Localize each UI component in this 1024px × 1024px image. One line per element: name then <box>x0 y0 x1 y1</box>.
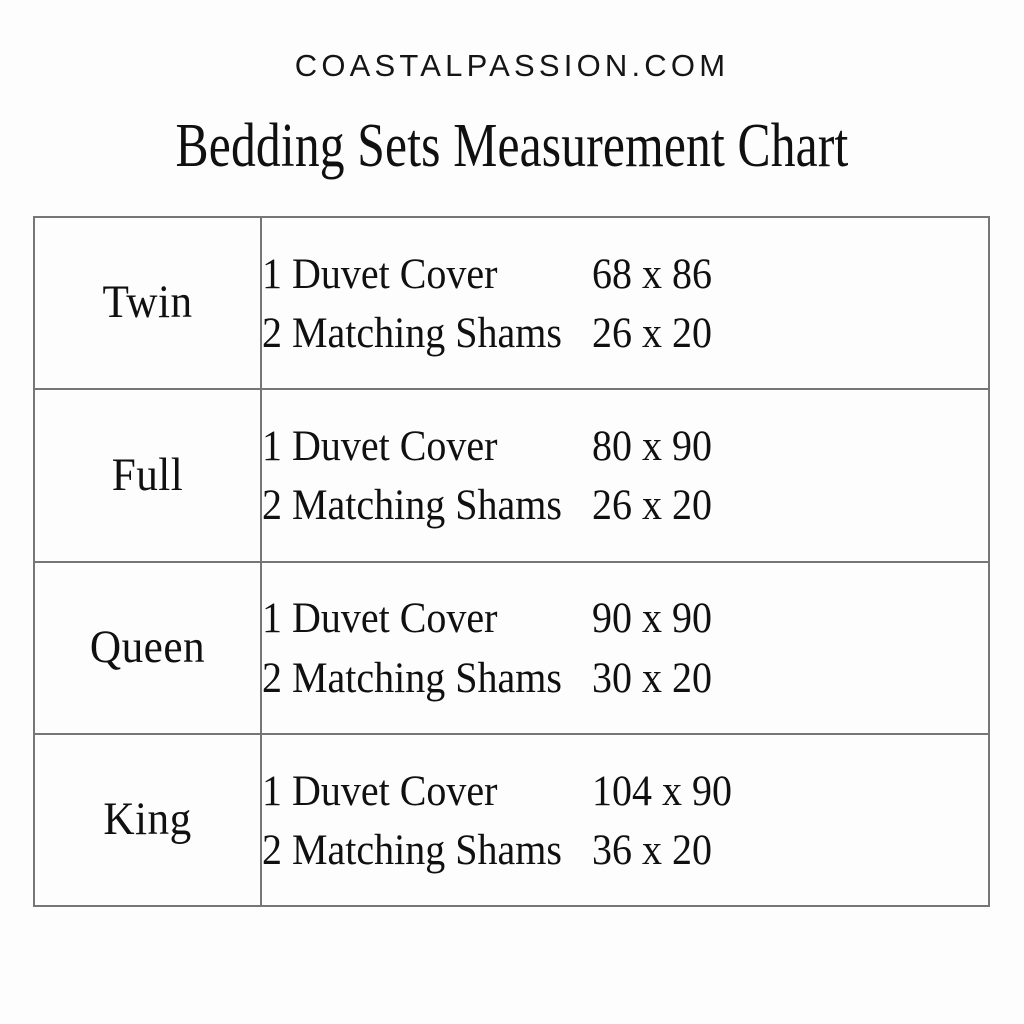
item-name: 2 Matching Shams <box>262 826 562 874</box>
contents-cell-twin: 1 Duvet Cover 68 x 86 2 Matching Shams 2… <box>260 215 990 391</box>
size-label: King <box>103 793 192 846</box>
table-row: Twin 1 Duvet Cover 68 x 86 2 Matching Sh… <box>33 215 990 391</box>
table-row: Full 1 Duvet Cover 80 x 90 2 Matching Sh… <box>33 388 990 563</box>
list-item: 1 Duvet Cover 90 x 90 <box>262 589 988 648</box>
size-cell-king: King <box>33 732 262 908</box>
bedding-measurement-table: Twin 1 Duvet Cover 68 x 86 2 Matching Sh… <box>33 215 990 908</box>
contents-cell-king: 1 Duvet Cover 104 x 90 2 Matching Shams … <box>260 732 990 908</box>
table-row: Queen 1 Duvet Cover 90 x 90 2 Matching S… <box>33 560 990 735</box>
item-dimensions: 68 x 86 <box>592 250 712 298</box>
contents-lines: 1 Duvet Cover 80 x 90 2 Matching Shams 2… <box>262 415 988 536</box>
list-item: 2 Matching Shams 26 x 20 <box>262 304 988 363</box>
contents-lines: 1 Duvet Cover 90 x 90 2 Matching Shams 3… <box>262 587 988 708</box>
item-name: 2 Matching Shams <box>262 482 562 530</box>
list-item: 2 Matching Shams 30 x 20 <box>262 649 988 708</box>
item-dimensions: 30 x 20 <box>592 654 712 702</box>
item-name: 1 Duvet Cover <box>262 250 498 298</box>
table-row: King 1 Duvet Cover 104 x 90 2 Matching S… <box>33 732 990 908</box>
list-item: 1 Duvet Cover 104 x 90 <box>262 762 988 821</box>
item-name: 1 Duvet Cover <box>262 595 498 643</box>
size-label: Queen <box>89 620 206 673</box>
item-dimensions: 26 x 20 <box>592 482 712 530</box>
contents-cell-full: 1 Duvet Cover 80 x 90 2 Matching Shams 2… <box>260 388 990 563</box>
item-dimensions: 36 x 20 <box>592 826 712 874</box>
list-item: 1 Duvet Cover 68 x 86 <box>262 245 988 304</box>
size-label: Full <box>111 448 184 501</box>
item-dimensions: 90 x 90 <box>592 595 712 643</box>
item-name: 1 Duvet Cover <box>262 423 498 471</box>
list-item: 1 Duvet Cover 80 x 90 <box>262 417 988 476</box>
list-item: 2 Matching Shams 26 x 20 <box>262 476 988 535</box>
size-label: Twin <box>102 276 193 329</box>
list-item: 2 Matching Shams 36 x 20 <box>262 821 988 880</box>
item-dimensions: 104 x 90 <box>592 767 732 815</box>
page-title: Bedding Sets Measurement Chart <box>175 112 849 180</box>
contents-cell-queen: 1 Duvet Cover 90 x 90 2 Matching Shams 3… <box>260 560 990 735</box>
size-cell-twin: Twin <box>33 215 262 391</box>
site-brand: COASTALPASSION.COM <box>294 48 730 83</box>
item-name: 2 Matching Shams <box>262 310 562 358</box>
item-dimensions: 80 x 90 <box>592 423 712 471</box>
item-name: 1 Duvet Cover <box>262 767 498 815</box>
item-dimensions: 26 x 20 <box>592 310 712 358</box>
size-cell-full: Full <box>33 388 262 563</box>
contents-lines: 1 Duvet Cover 68 x 86 2 Matching Shams 2… <box>262 243 988 364</box>
item-name: 2 Matching Shams <box>262 654 562 702</box>
contents-lines: 1 Duvet Cover 104 x 90 2 Matching Shams … <box>262 760 988 881</box>
size-cell-queen: Queen <box>33 560 262 735</box>
